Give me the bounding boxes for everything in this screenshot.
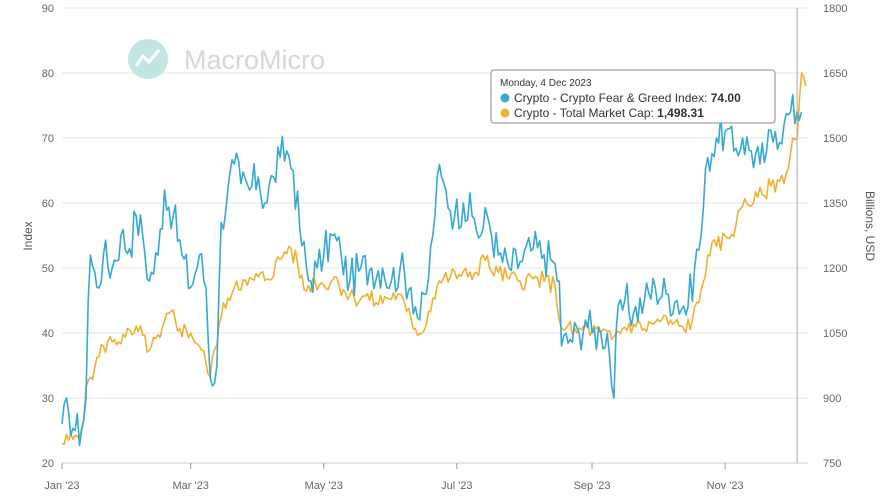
logo-chart-mark <box>134 49 161 67</box>
y-right-tick-label: 1500 <box>823 133 847 145</box>
y-left-tick-label: 50 <box>42 263 54 275</box>
watermark: MacroMicro <box>128 39 325 79</box>
x-tick-label: Jan '23 <box>44 480 79 492</box>
tooltip-row-1: Crypto - Total Market Cap: 1,498.31 <box>514 106 704 120</box>
left-axis-ticks: 20 30 40 50 60 70 80 90 <box>42 3 54 470</box>
y-right-tick-label: 1650 <box>823 68 847 80</box>
y-right-tick-label: 750 <box>823 458 841 470</box>
y-left-tick-label: 20 <box>42 458 54 470</box>
series-line-fear-greed <box>61 93 803 447</box>
y-left-tick-label: 70 <box>42 133 54 145</box>
y-right-tick-label: 1350 <box>823 198 847 210</box>
y-left-tick-label: 40 <box>42 328 54 340</box>
tooltip-row-0: Crypto - Crypto Fear & Greed Index: 74.0… <box>514 91 741 105</box>
tooltip-row-1-marker <box>500 108 510 118</box>
x-axis-ticks: Jan '23 Mar '23 May '23 Jul '23 Sep '23 Nov '… <box>44 463 744 492</box>
x-tick-label: Sep '23 <box>574 480 611 492</box>
y-left-tick-label: 30 <box>42 393 54 405</box>
y-left-tick-label: 80 <box>42 68 54 80</box>
series-line-market-cap <box>61 72 807 446</box>
tooltip-box <box>490 69 776 124</box>
y-right-tick-label: 900 <box>823 393 841 405</box>
y-left-tick-label: 90 <box>42 3 54 15</box>
x-tick-label: Nov '23 <box>707 480 744 492</box>
x-tick-label: May '23 <box>305 480 343 492</box>
series-layer <box>61 72 807 447</box>
tooltip-row-1-value: 1,498.31 <box>657 106 704 120</box>
tooltip-row-0-value: 74.00 <box>711 91 741 105</box>
tooltip-row-0-label: Crypto - Crypto Fear & Greed Index: <box>514 91 711 105</box>
watermark-text: MacroMicro <box>184 45 325 75</box>
x-tick-label: Mar '23 <box>173 480 209 492</box>
tooltip-row-1-label: Crypto - Total Market Cap: <box>514 106 657 120</box>
x-tick-label: Jul '23 <box>441 480 472 492</box>
y-right-tick-label: 1050 <box>823 328 847 340</box>
y-left-axis-title: Index <box>21 221 35 250</box>
right-axis-ticks: 750 900 1050 1200 1350 1500 1650 1800 <box>823 3 847 470</box>
y-right-tick-label: 1200 <box>823 263 847 275</box>
y-right-axis-title: Billions, USD <box>863 191 877 261</box>
y-right-tick-label: 1800 <box>823 3 847 15</box>
tooltip: Monday, 4 Dec 2023 Crypto - Crypto Fear … <box>490 69 776 124</box>
y-left-tick-label: 60 <box>42 198 54 210</box>
tooltip-date: Monday, 4 Dec 2023 <box>500 78 592 89</box>
tooltip-row-0-marker <box>500 93 510 103</box>
